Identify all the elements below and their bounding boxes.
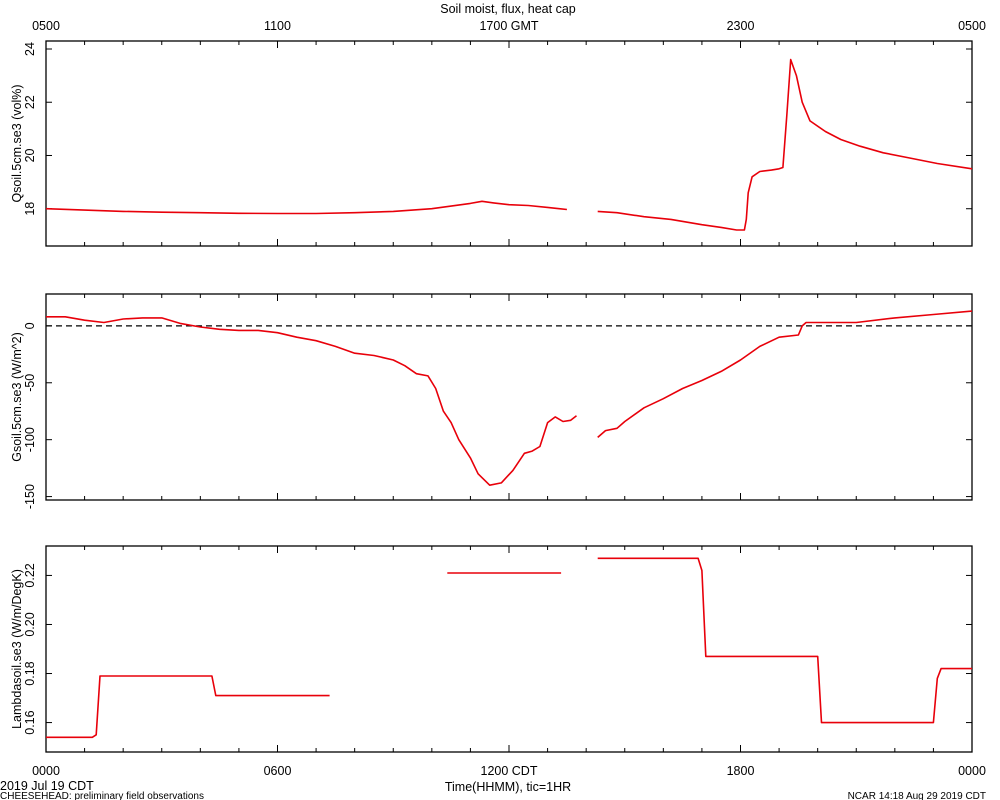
top-x-tick-label: 0500 xyxy=(32,19,60,33)
y-tick-label: 0.18 xyxy=(23,661,37,685)
top-x-tick-label: 2300 xyxy=(727,19,755,33)
bottom-x-tick-label: 0000 xyxy=(32,764,60,778)
y-tick-label: 0.20 xyxy=(23,612,37,636)
series-line-top-0 xyxy=(45,200,567,215)
top-x-tick-label: 1700 GMT xyxy=(479,19,538,33)
bottom-x-tick-label: 1200 CDT xyxy=(481,764,538,778)
y-tick-label: 0.16 xyxy=(23,710,37,734)
bottom-axis-labels: 0000 0600 1200 CDT 1800 0000 xyxy=(32,764,986,778)
y-tick-label: 18 xyxy=(23,202,37,216)
top-x-tick-label: 0500 xyxy=(958,19,986,33)
panel-frame xyxy=(45,40,973,247)
panel-frame xyxy=(45,545,973,753)
x-axis-label: Time(HHMM), tic=1HR xyxy=(445,780,571,794)
y-tick-label: 24 xyxy=(23,42,37,56)
y-tick-label: -50 xyxy=(23,374,37,392)
y-tick-label: 22 xyxy=(23,95,37,109)
panels: 18 20 22 24 Qsoil.5cm.se3 (vol%) -150 -100 -50 0… xyxy=(10,40,973,753)
y-tick-label: 0.22 xyxy=(23,563,37,587)
date-label: 2019 Jul 19 CDT xyxy=(0,779,94,793)
series-line-top-1 xyxy=(597,58,973,231)
top-axis-labels: 0500 1100 1700 GMT 2300 0500 xyxy=(32,19,986,33)
bottom-x-tick-label: 0000 xyxy=(958,764,986,778)
y-axis-label: Lambdasoil.se3 (W/m/DegK) xyxy=(10,569,24,729)
series-line-bottom-0 xyxy=(46,675,330,739)
bottom-x-tick-label: 1800 xyxy=(727,764,755,778)
top-x-tick-label: 1100 xyxy=(264,19,291,33)
y-tick-label: -100 xyxy=(23,427,37,452)
series-line-middle-0 xyxy=(46,315,577,487)
y-axis-label: Gsoil.5cm.se3 (W/m^2) xyxy=(10,332,24,462)
y-axis-label: Qsoil.5cm.se3 (vol%) xyxy=(10,84,24,202)
footer-left: CHEESEHEAD: preliminary field observatio… xyxy=(0,791,204,800)
panel-top: 18 20 22 24 Qsoil.5cm.se3 (vol%) xyxy=(10,40,973,247)
series-line-bottom-2 xyxy=(597,557,972,724)
y-tick-label: 0 xyxy=(23,322,37,329)
y-tick-label: -150 xyxy=(23,484,37,509)
panel-middle: -150 -100 -50 0 Gsoil.5cm.se3 (W/m^2) xyxy=(10,293,973,509)
chart-title: Soil moist, flux, heat cap xyxy=(440,2,576,16)
series-line-middle-1 xyxy=(597,310,973,439)
bottom-x-tick-label: 0600 xyxy=(264,764,292,778)
footer-right: NCAR 14:18 Aug 29 2019 CDT xyxy=(848,791,986,800)
y-tick-label: 20 xyxy=(23,148,37,162)
